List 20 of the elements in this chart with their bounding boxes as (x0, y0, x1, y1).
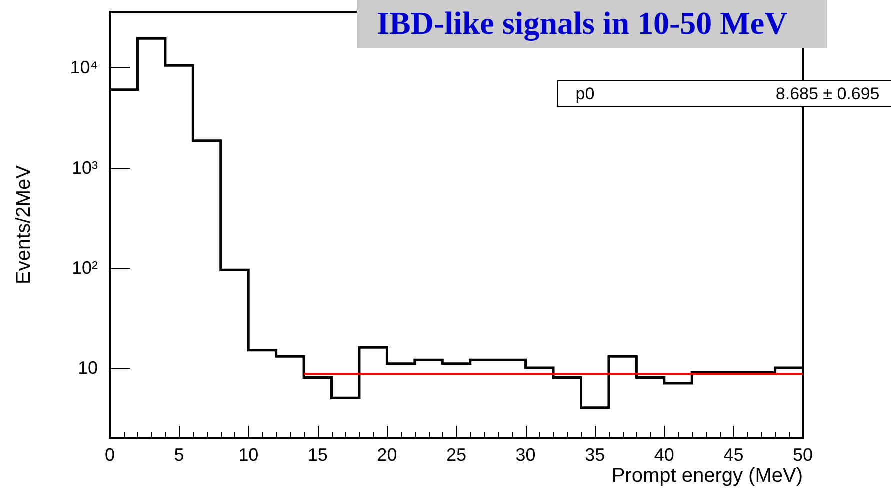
x-axis-title: Prompt energy (MeV) (612, 465, 803, 487)
x-tick-label: 25 (446, 445, 467, 465)
x-tick-label: 35 (585, 445, 606, 465)
y-tick-label: 10³ (72, 158, 98, 178)
x-tick-label: 5 (174, 445, 184, 465)
x-tick-label: 40 (654, 445, 674, 465)
annotation: 8.685 ± 0.695 (776, 84, 880, 104)
chart-title: IBD-like signals in 10-50 MeV (377, 5, 788, 42)
x-tick-label: 15 (308, 445, 328, 465)
x-tick-label: 0 (104, 445, 116, 465)
annotation: p0 (576, 84, 595, 104)
x-tick-label: 50 (792, 445, 814, 465)
x-tick-label: 10 (238, 445, 259, 465)
x-tick-label: 30 (516, 445, 536, 465)
y-tick-label: 10⁴ (70, 58, 98, 78)
y-tick-label: 10 (78, 358, 98, 378)
y-tick-label: 10² (72, 258, 98, 278)
x-tick-label: 45 (724, 445, 744, 465)
y-axis-title: Events/2MeV (13, 164, 35, 284)
x-tick-label: 20 (377, 445, 398, 465)
